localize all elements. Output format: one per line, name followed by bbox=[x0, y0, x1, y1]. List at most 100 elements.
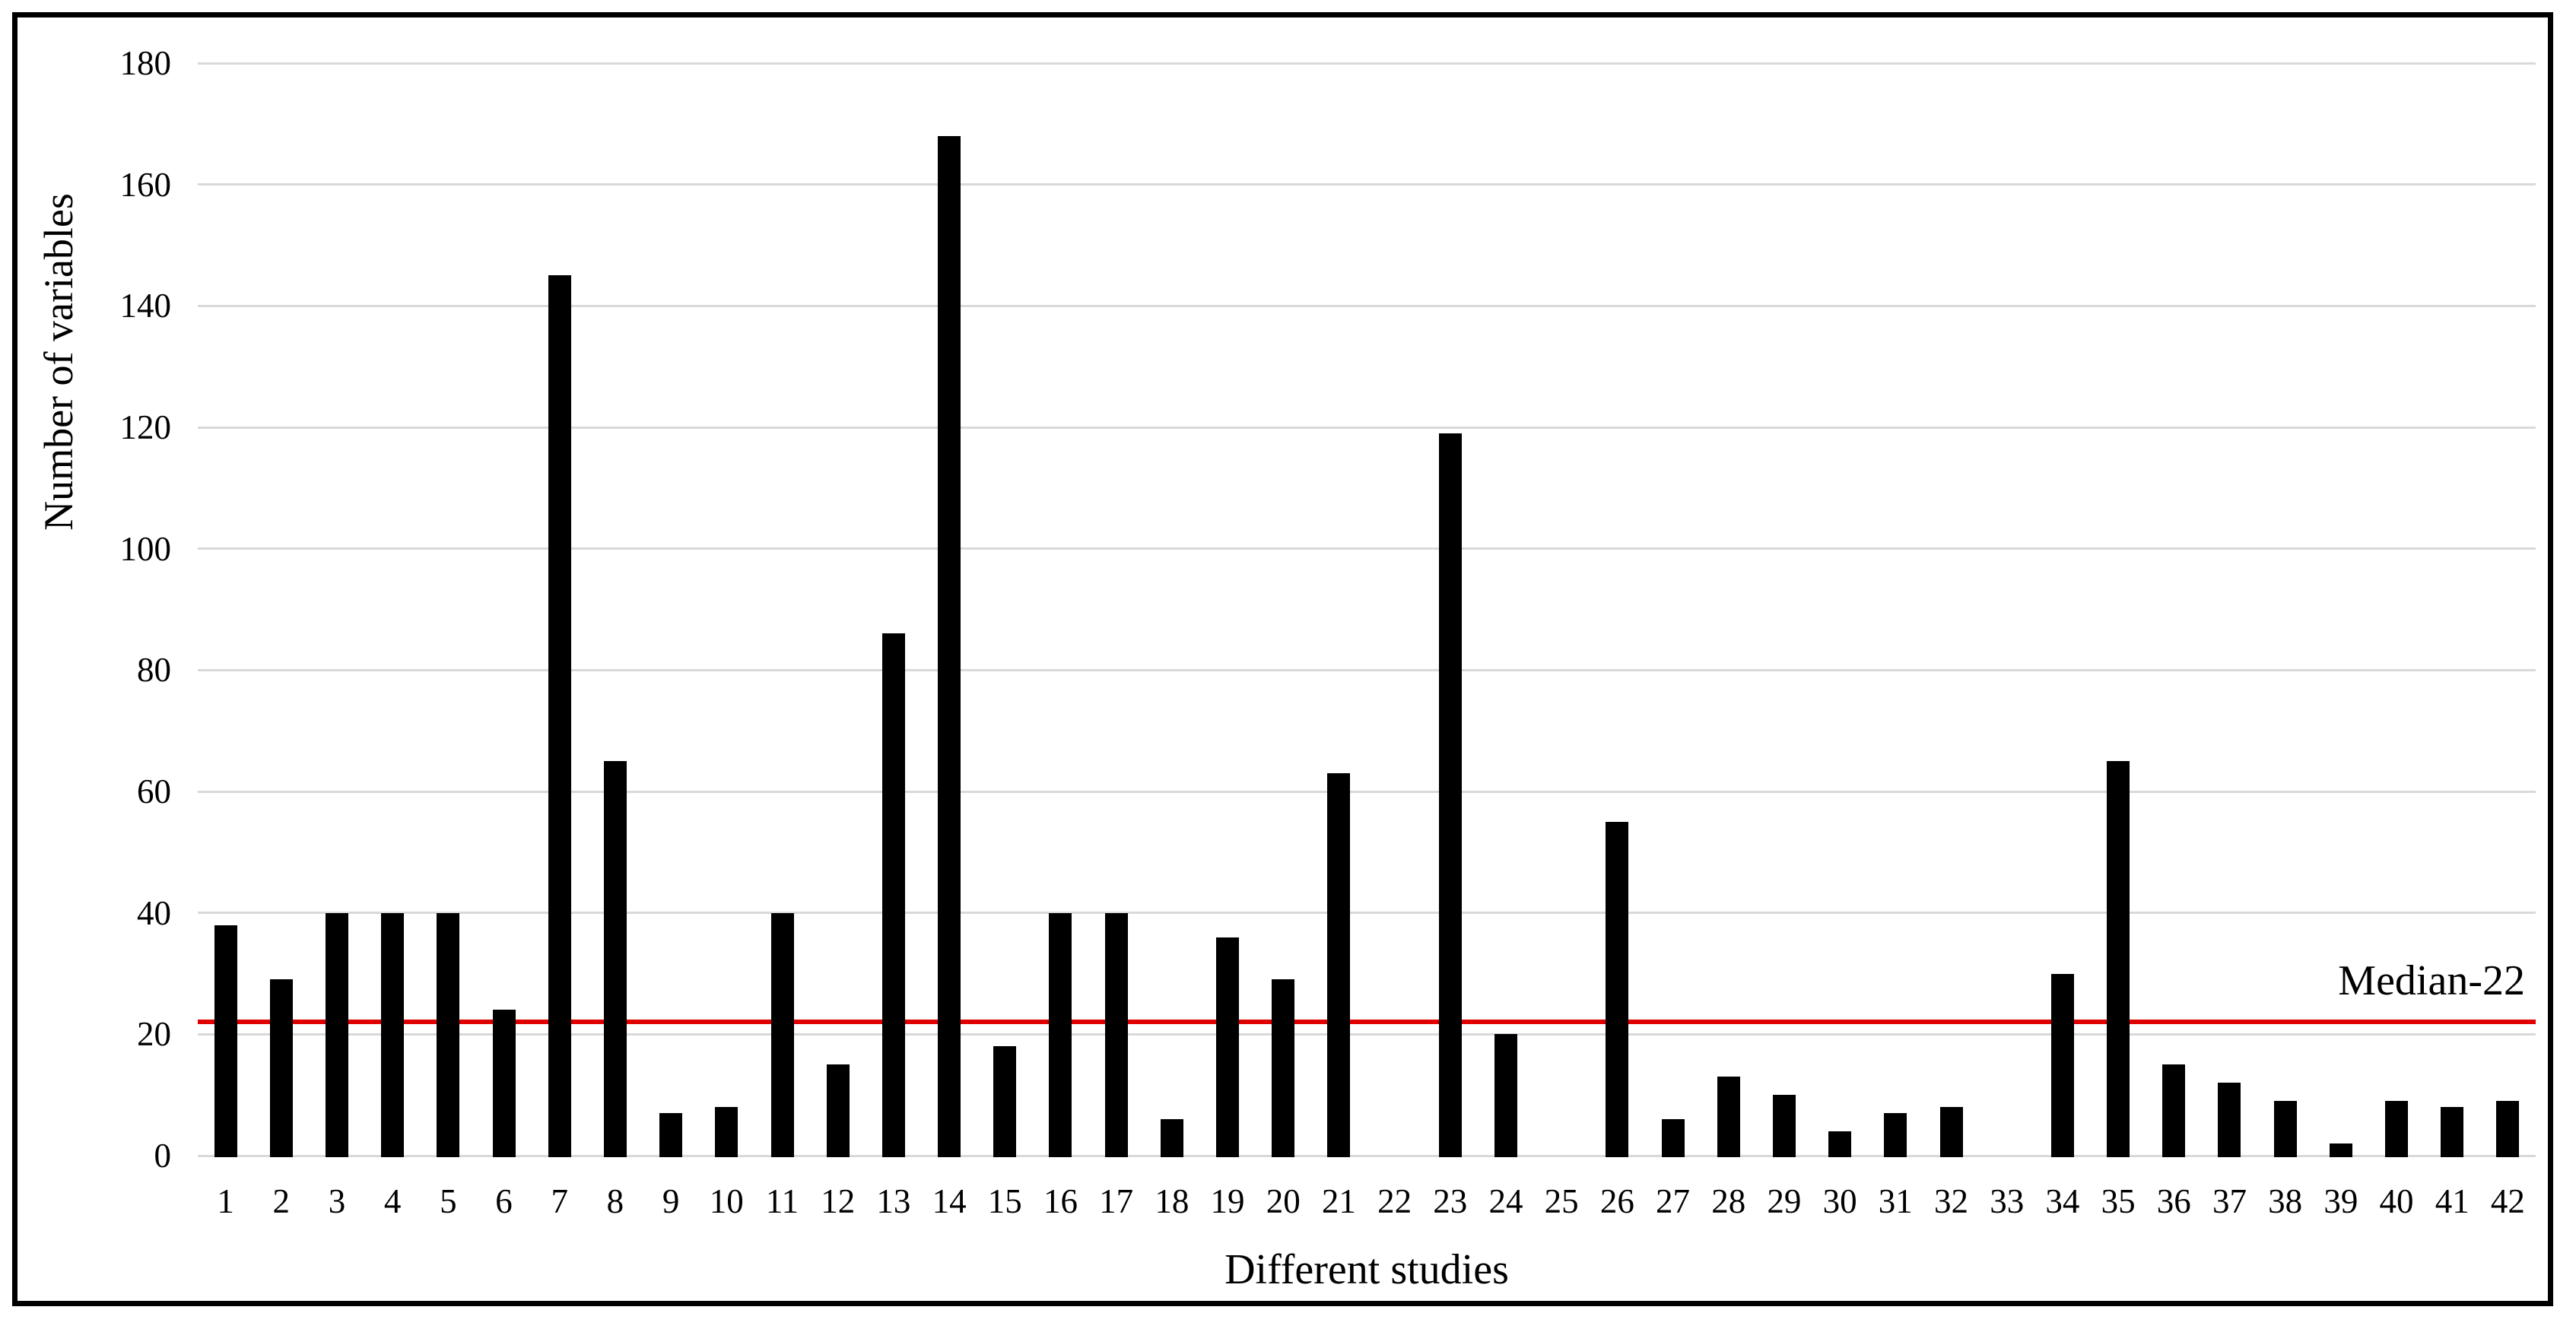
gridline-y-180 bbox=[198, 62, 2536, 65]
x-tick-label-1: 1 bbox=[217, 1182, 234, 1220]
y-tick-label-60: 60 bbox=[137, 772, 171, 810]
y-tick-label-120: 120 bbox=[119, 408, 172, 446]
gridline-y-100 bbox=[198, 547, 2536, 550]
bar-study-9 bbox=[659, 1113, 683, 1157]
bar-study-4 bbox=[381, 912, 405, 1157]
bar-study-16 bbox=[1049, 912, 1072, 1157]
bar-study-18 bbox=[1160, 1119, 1183, 1157]
bar-study-15 bbox=[993, 1046, 1017, 1157]
x-tick-label-39: 39 bbox=[2323, 1182, 2358, 1220]
x-tick-label-33: 33 bbox=[1990, 1182, 2025, 1220]
gridline-y-140 bbox=[198, 304, 2536, 307]
bar-study-13 bbox=[881, 633, 905, 1157]
y-tick-label-100: 100 bbox=[119, 529, 172, 568]
x-tick-label-35: 35 bbox=[2101, 1182, 2136, 1220]
x-tick-label-41: 41 bbox=[2435, 1182, 2470, 1220]
x-tick-label-21: 21 bbox=[1321, 1182, 1356, 1220]
bar-study-12 bbox=[826, 1064, 850, 1157]
x-tick-label-9: 9 bbox=[662, 1182, 680, 1220]
x-tick-label-16: 16 bbox=[1043, 1182, 1078, 1220]
x-tick-label-7: 7 bbox=[551, 1182, 568, 1220]
x-tick-label-20: 20 bbox=[1266, 1182, 1301, 1220]
x-tick-label-3: 3 bbox=[328, 1182, 346, 1220]
x-axis-title: Different studies bbox=[1224, 1246, 1509, 1293]
x-tick-label-14: 14 bbox=[932, 1182, 967, 1220]
bar-study-23 bbox=[1438, 433, 1462, 1157]
chart-outer-frame bbox=[12, 12, 2553, 1306]
x-tick-label-25: 25 bbox=[1544, 1182, 1579, 1220]
bar-study-28 bbox=[1717, 1077, 1740, 1157]
bar-study-29 bbox=[1772, 1095, 1796, 1157]
bar-study-10 bbox=[715, 1107, 738, 1157]
x-tick-label-27: 27 bbox=[1656, 1182, 1691, 1220]
bar-study-20 bbox=[1272, 979, 1295, 1157]
x-tick-label-31: 31 bbox=[1878, 1182, 1913, 1220]
x-tick-label-38: 38 bbox=[2268, 1182, 2303, 1220]
bar-study-14 bbox=[938, 135, 961, 1157]
bar-study-1 bbox=[214, 925, 237, 1157]
bar-study-38 bbox=[2273, 1101, 2297, 1157]
bar-study-27 bbox=[1661, 1119, 1685, 1157]
bar-study-40 bbox=[2385, 1101, 2409, 1157]
x-tick-label-19: 19 bbox=[1210, 1182, 1245, 1220]
x-tick-label-30: 30 bbox=[1822, 1182, 1857, 1220]
x-tick-label-8: 8 bbox=[606, 1182, 624, 1220]
gridline-y-80 bbox=[198, 668, 2536, 671]
bar-study-8 bbox=[603, 761, 627, 1157]
x-tick-label-15: 15 bbox=[987, 1182, 1022, 1220]
x-tick-label-4: 4 bbox=[383, 1182, 402, 1220]
x-tick-label-36: 36 bbox=[2156, 1182, 2191, 1220]
bar-study-36 bbox=[2162, 1064, 2186, 1157]
x-tick-label-11: 11 bbox=[765, 1182, 799, 1220]
bar-study-3 bbox=[325, 912, 348, 1157]
x-tick-label-12: 12 bbox=[821, 1182, 856, 1220]
bar-study-35 bbox=[2107, 761, 2130, 1157]
bar-study-31 bbox=[1884, 1113, 1907, 1157]
x-tick-label-2: 2 bbox=[272, 1182, 291, 1220]
bar-study-21 bbox=[1327, 773, 1351, 1157]
x-tick-label-32: 32 bbox=[1934, 1182, 1968, 1220]
x-tick-label-17: 17 bbox=[1099, 1182, 1134, 1220]
bar-study-5 bbox=[437, 912, 460, 1157]
gridline-y-20 bbox=[198, 1032, 2536, 1036]
bar-study-34 bbox=[2050, 973, 2074, 1157]
y-tick-label-140: 140 bbox=[119, 287, 172, 325]
x-tick-label-13: 13 bbox=[876, 1182, 911, 1220]
x-tick-label-26: 26 bbox=[1599, 1182, 1634, 1220]
bar-study-42 bbox=[2496, 1101, 2520, 1157]
bar-study-39 bbox=[2329, 1143, 2352, 1157]
gridline-y-0 bbox=[198, 1154, 2536, 1157]
bar-study-30 bbox=[1828, 1131, 1852, 1157]
x-tick-label-34: 34 bbox=[2045, 1182, 2080, 1220]
bar-study-32 bbox=[1939, 1107, 1963, 1157]
bar-study-7 bbox=[548, 275, 571, 1157]
x-tick-label-42: 42 bbox=[2490, 1182, 2525, 1220]
bar-study-41 bbox=[2441, 1107, 2464, 1157]
x-tick-label-22: 22 bbox=[1377, 1182, 1412, 1220]
x-tick-label-6: 6 bbox=[495, 1182, 513, 1220]
gridline-y-120 bbox=[198, 426, 2536, 429]
y-tick-label-160: 160 bbox=[119, 165, 172, 204]
gridline-y-160 bbox=[198, 183, 2536, 186]
x-tick-label-37: 37 bbox=[2212, 1182, 2247, 1220]
y-tick-label-0: 0 bbox=[154, 1137, 172, 1175]
bar-study-37 bbox=[2218, 1083, 2241, 1157]
bar-study-17 bbox=[1104, 912, 1128, 1157]
median-reference-line bbox=[198, 1020, 2536, 1025]
median-line-label: Median-22 bbox=[2338, 957, 2525, 1004]
bar-study-6 bbox=[492, 1010, 516, 1157]
x-tick-label-23: 23 bbox=[1433, 1182, 1468, 1220]
bar-study-2 bbox=[269, 979, 293, 1157]
gridline-y-40 bbox=[198, 912, 2536, 915]
x-tick-label-40: 40 bbox=[2379, 1182, 2414, 1220]
bar-study-24 bbox=[1494, 1034, 1517, 1157]
x-tick-label-10: 10 bbox=[709, 1182, 744, 1220]
x-tick-label-5: 5 bbox=[440, 1182, 457, 1220]
bar-study-19 bbox=[1216, 937, 1240, 1157]
bar-study-11 bbox=[770, 912, 794, 1157]
bar-study-26 bbox=[1606, 821, 1629, 1157]
y-tick-label-40: 40 bbox=[137, 893, 171, 932]
y-tick-label-180: 180 bbox=[119, 44, 172, 82]
